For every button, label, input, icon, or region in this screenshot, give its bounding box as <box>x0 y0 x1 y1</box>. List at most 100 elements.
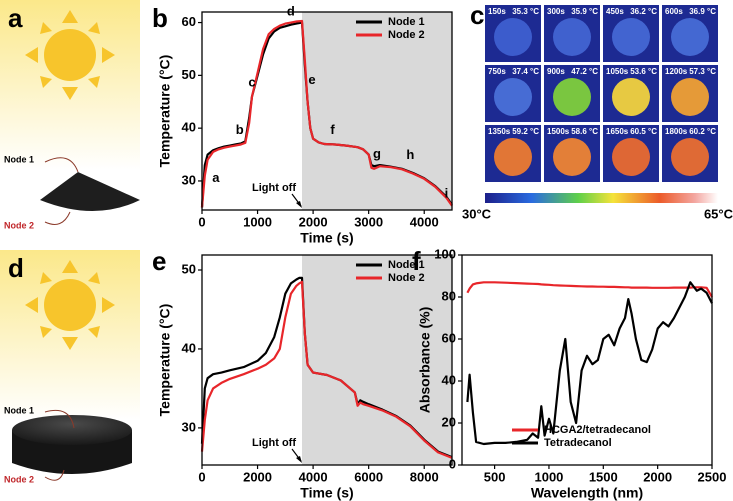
y-axis-title: Temperature (°C) <box>157 304 173 417</box>
shaded-region <box>302 255 452 465</box>
cylinder-top <box>12 415 132 445</box>
x-tick-label: 1500 <box>589 469 618 484</box>
y-tick-label: 50 <box>182 67 196 82</box>
thermal-spot <box>612 78 650 116</box>
x-tick-label: 8000 <box>410 469 439 484</box>
x-tick-label: 1000 <box>534 469 563 484</box>
temp-label: 36.9 °C <box>689 7 716 16</box>
time-label: 1500s <box>547 127 570 136</box>
time-label: 1050s <box>606 67 629 76</box>
x-tick-label: 4000 <box>299 469 328 484</box>
temp-label: 60.5 °C <box>630 127 657 136</box>
time-label: 750s <box>488 67 506 76</box>
y-axis-title: Absorbance (%) <box>417 307 433 414</box>
node-label: Node 1 <box>4 154 34 164</box>
y-tick-label: 80 <box>442 288 456 303</box>
y-tick-label: 40 <box>442 372 456 387</box>
plot-frame <box>201 254 453 466</box>
shaded-region <box>302 12 452 210</box>
panel-letter: f <box>412 246 421 276</box>
annotation: i <box>445 186 449 201</box>
temp-label: 57.3 °C <box>689 67 716 76</box>
temp-label: 58.6 °C <box>571 127 598 136</box>
legend-label: Node 2 <box>388 272 425 284</box>
y-tick-label: 40 <box>182 120 196 135</box>
x-tick-label: 2500 <box>698 469 727 484</box>
y-tick-label: 60 <box>442 330 456 345</box>
time-label: 1800s <box>665 127 688 136</box>
temp-label: 60.2 °C <box>689 127 716 136</box>
x-tick-label: 6000 <box>354 469 383 484</box>
thermal-spot <box>553 138 591 176</box>
time-label: 600s <box>665 7 683 16</box>
panel-letter: a <box>8 3 23 33</box>
x-tick-label: 500 <box>484 469 506 484</box>
data-line <box>200 19 453 208</box>
panel-a: a Node 1 Node 2 <box>0 0 140 230</box>
panel-letter: e <box>152 246 166 276</box>
legend-label: Node 2 <box>388 29 425 41</box>
x-tick-label: 4000 <box>410 214 439 229</box>
wire <box>44 157 79 173</box>
data-line <box>466 281 713 446</box>
thermal-spot <box>612 18 650 56</box>
legend-label: Node 1 <box>388 16 425 28</box>
node-label: Node 1 <box>4 405 34 415</box>
node-label: Node 2 <box>4 220 34 230</box>
thermal-spot <box>612 138 650 176</box>
temp-label: 59.2 °C <box>512 127 539 136</box>
temp-label: 47.2 °C <box>571 67 598 76</box>
thermal-spot <box>671 78 709 116</box>
wire <box>44 409 75 429</box>
x-tick-label: 2000 <box>643 469 672 484</box>
cone <box>40 172 140 211</box>
plot-frame <box>461 254 713 466</box>
sky <box>0 250 140 420</box>
y-tick-label: 20 <box>442 414 456 429</box>
panel-letter: c <box>470 0 484 30</box>
thermal-spot <box>553 18 591 56</box>
y-tick-label: 60 <box>182 14 196 29</box>
arrow-head <box>296 456 302 463</box>
annotation: f <box>330 122 335 137</box>
data-line <box>466 281 713 298</box>
legend-label: Node 1 <box>388 259 425 271</box>
temp-label: 35.9 °C <box>571 7 598 16</box>
data-line <box>200 280 453 459</box>
sun <box>25 260 115 350</box>
time-label: 450s <box>606 7 624 16</box>
x-tick-label: 2000 <box>243 469 272 484</box>
y-tick-label: 0 <box>449 456 456 471</box>
temp-label: 36.2 °C <box>630 7 657 16</box>
annotation: d <box>287 3 295 18</box>
temp-label: 35.3 °C <box>512 7 539 16</box>
legend-label: HCGA2/tetradecanol <box>544 424 651 436</box>
x-tick-label: 3000 <box>354 214 383 229</box>
scale-label: 65°C <box>704 206 733 221</box>
x-tick-label: 0 <box>198 214 205 229</box>
y-tick-label: 40 <box>182 340 196 355</box>
panel-letter: d <box>8 253 24 283</box>
y-tick-label: 30 <box>182 172 196 187</box>
annotation: Light off <box>252 437 296 449</box>
thermal-spot <box>494 138 532 176</box>
y-tick-label: 100 <box>434 246 456 261</box>
panel-c: c 30°C 65°C <box>462 0 733 221</box>
time-label: 1650s <box>606 127 629 136</box>
legend-label: Tetradecanol <box>544 437 612 449</box>
annotation: Light off <box>252 182 296 194</box>
thermal-spot <box>671 138 709 176</box>
annotation: e <box>308 72 315 87</box>
temp-label: 37.4 °C <box>512 67 539 76</box>
x-axis-title: Time (s) <box>300 230 353 246</box>
y-tick-label: 30 <box>182 419 196 434</box>
y-axis-title: Temperature (°C) <box>157 55 173 168</box>
panel-letter: b <box>152 3 168 33</box>
wire <box>44 469 65 481</box>
annotation: g <box>373 146 381 161</box>
x-axis-title: Time (s) <box>300 485 353 501</box>
thermal-spot <box>553 78 591 116</box>
sun <box>25 10 115 100</box>
node-label: Node 2 <box>4 474 34 484</box>
